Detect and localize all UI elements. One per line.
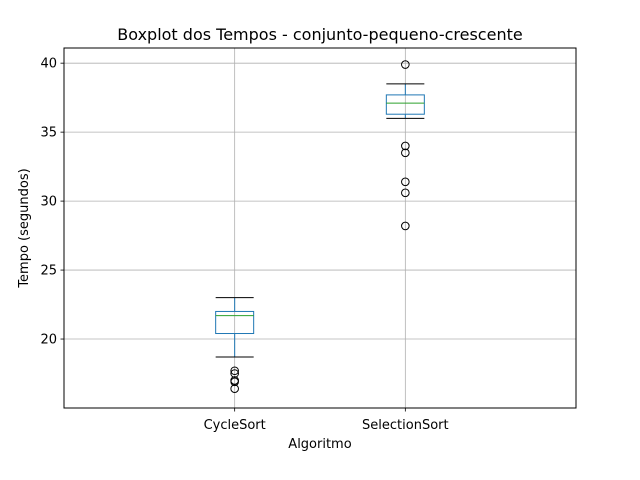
- y-tick-label: 30: [40, 195, 57, 210]
- x-tick-label: SelectionSort: [362, 418, 449, 433]
- outlier-point: [230, 377, 239, 387]
- y-tick-label: 40: [40, 57, 57, 72]
- outlier-point: [401, 148, 410, 158]
- chart-title: Boxplot dos Tempos - conjunto-pequeno-cr…: [117, 25, 522, 44]
- plot-frame: [63, 47, 577, 409]
- y-tick-label: 25: [40, 264, 57, 279]
- outlier-point: [401, 141, 410, 151]
- outlier-point: [230, 369, 239, 378]
- x-axis-label: Algoritmo: [288, 437, 351, 452]
- y-tick-label: 35: [40, 126, 57, 141]
- x-tick-label: CycleSort: [204, 418, 266, 433]
- iqr-box: [385, 94, 425, 115]
- outlier-point: [401, 221, 410, 231]
- outlier-point: [230, 366, 239, 376]
- iqr-box: [215, 310, 255, 335]
- outlier-point: [230, 384, 239, 393]
- outlier-point: [401, 60, 410, 69]
- outlier-point: [401, 188, 410, 198]
- outlier-point: [401, 177, 410, 187]
- y-tick-label: 20: [40, 333, 57, 348]
- y-axis-label: Tempo (segundos): [17, 168, 32, 288]
